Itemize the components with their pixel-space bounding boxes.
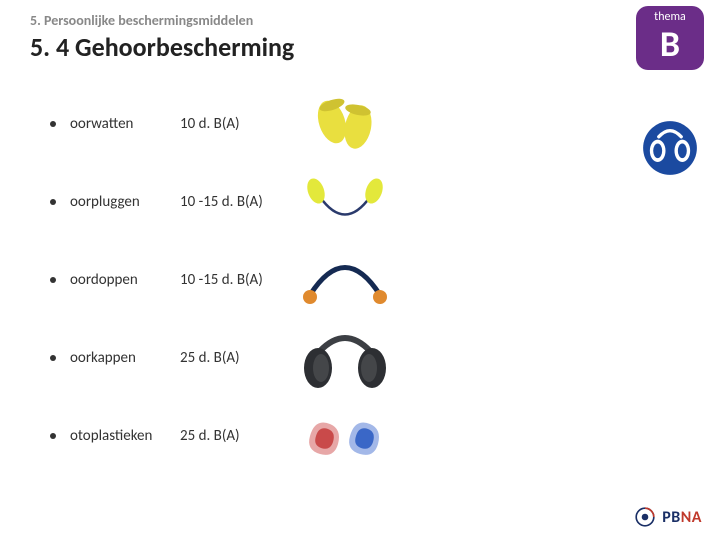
logo-text: PBNA: [662, 508, 702, 527]
item-value: 10 d. B(A): [180, 115, 290, 133]
list-item: oorwatten 10 d. B(A): [50, 85, 720, 163]
bullet-icon: [50, 433, 56, 439]
logo-mark-icon: [634, 506, 656, 528]
thema-badge: thema B: [636, 6, 704, 70]
list-item: oorkappen 25 d. B(A): [50, 319, 720, 397]
item-list: oorwatten 10 d. B(A) oorpluggen 10 -15 d…: [0, 63, 720, 475]
item-name: oorkappen: [70, 349, 180, 367]
list-item: oorpluggen 10 -15 d. B(A): [50, 163, 720, 241]
hearing-protection-icon: [642, 120, 698, 176]
item-name: oorwatten: [70, 115, 180, 133]
pbna-logo: PBNA: [634, 506, 702, 528]
item-name: oordoppen: [70, 271, 180, 289]
item-value: 25 d. B(A): [180, 349, 290, 367]
item-value: 10 -15 d. B(A): [180, 193, 290, 211]
bullet-icon: [50, 121, 56, 127]
item-value: 25 d. B(A): [180, 427, 290, 445]
list-item: oordoppen 10 -15 d. B(A): [50, 241, 720, 319]
banded-plugs-icon: [290, 245, 400, 315]
foam-plugs-icon: [290, 89, 400, 159]
bullet-icon: [50, 355, 56, 361]
logo-text-part1: PB: [662, 508, 680, 527]
custom-molds-icon: [290, 401, 400, 471]
earmuffs-icon: [290, 323, 400, 393]
list-item: otoplastieken 25 d. B(A): [50, 397, 720, 475]
item-name: otoplastieken: [70, 427, 180, 445]
breadcrumb: 5. Persoonlijke beschermingsmiddelen: [30, 12, 253, 29]
corded-plugs-icon: [290, 167, 400, 237]
thema-letter: B: [636, 26, 704, 62]
item-name: oorpluggen: [70, 193, 180, 211]
bullet-icon: [50, 277, 56, 283]
section-title: 5. 4 Gehoorbescherming: [0, 29, 720, 63]
logo-text-part2: NA: [681, 508, 702, 527]
item-value: 10 -15 d. B(A): [180, 271, 290, 289]
bullet-icon: [50, 199, 56, 205]
